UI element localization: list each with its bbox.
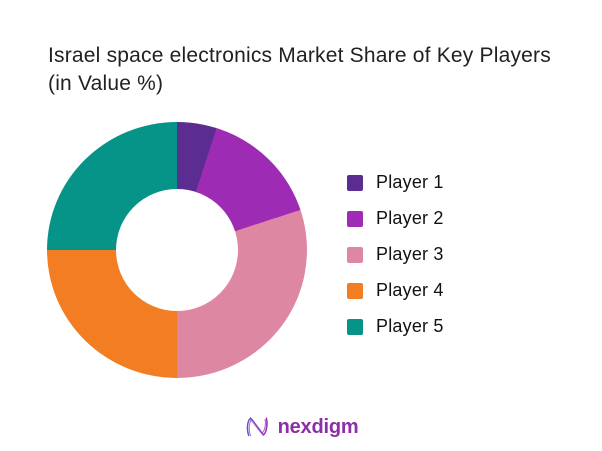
chart-title-line2: (in Value %) — [48, 71, 164, 95]
legend-label-player-2: Player 2 — [376, 208, 444, 228]
legend-swatch-player-1-icon — [347, 174, 363, 191]
legend-label-player-5: Player 5 — [376, 316, 444, 336]
legend-label-player-4: Player 4 — [376, 280, 444, 300]
legend-item-player-5: Player 5 — [347, 316, 444, 336]
legend-swatch-player-2-icon — [347, 210, 363, 227]
legend-swatch-player-3-icon — [347, 246, 363, 263]
nexdigm-n-wave-icon — [246, 417, 268, 437]
legend-item-player-2: Player 2 — [347, 208, 444, 228]
legend-item-player-3: Player 3 — [347, 244, 444, 264]
legend-item-player-4: Player 4 — [347, 280, 444, 300]
donut-chart — [47, 122, 307, 378]
nexdigm-wordmark: nexdigm — [277, 415, 359, 438]
legend-swatch-player-4-icon — [347, 282, 363, 299]
legend-item-player-1: Player 1 — [347, 172, 444, 192]
donut-hole — [116, 189, 238, 311]
legend-swatch-player-5-icon — [347, 318, 363, 335]
legend-label-player-1: Player 1 — [376, 172, 444, 192]
chart-title: Israel space electronics Market Share of… — [48, 42, 588, 97]
legend: Player 1 Player 2 Player 3 Player 4 Play… — [347, 172, 444, 336]
chart-title-line1: Israel space electronics Market Share of… — [48, 44, 551, 67]
legend-label-player-3: Player 3 — [376, 244, 444, 264]
nexdigm-logo: nexdigm — [0, 413, 602, 441]
